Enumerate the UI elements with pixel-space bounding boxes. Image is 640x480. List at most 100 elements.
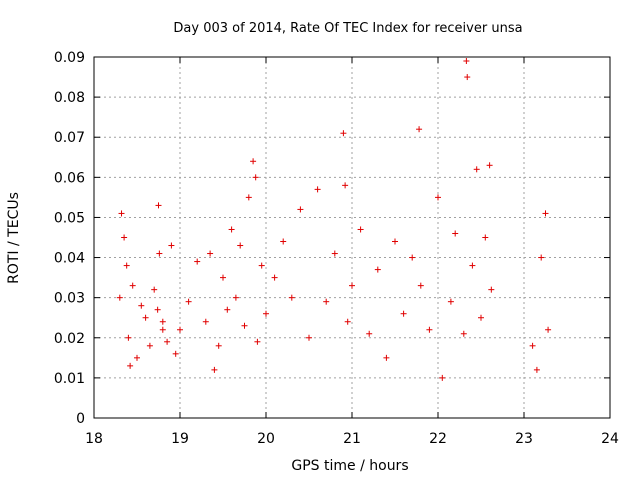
data-point bbox=[392, 238, 398, 245]
data-point bbox=[263, 310, 269, 317]
data-point bbox=[383, 354, 390, 361]
data-point bbox=[232, 294, 239, 301]
data-point bbox=[151, 286, 158, 293]
data-point bbox=[254, 338, 261, 345]
data-point bbox=[439, 374, 446, 381]
data-point bbox=[215, 342, 222, 349]
data-point bbox=[342, 182, 349, 189]
x-tick-labels: 18 19 20 21 22 23 24 bbox=[85, 431, 619, 447]
data-point bbox=[250, 158, 257, 165]
x-tick-label: 21 bbox=[343, 431, 361, 447]
data-point bbox=[533, 366, 540, 373]
data-point bbox=[545, 326, 552, 333]
data-point bbox=[486, 162, 493, 169]
data-point bbox=[400, 310, 407, 317]
data-point bbox=[168, 242, 175, 249]
y-tick-label: 0.02 bbox=[54, 331, 85, 347]
y-tick-label: 0.01 bbox=[54, 371, 85, 387]
data-point bbox=[127, 362, 134, 369]
data-point bbox=[538, 254, 545, 261]
data-point bbox=[482, 234, 489, 241]
data-point bbox=[202, 318, 209, 325]
data-point bbox=[464, 74, 471, 81]
data-point bbox=[211, 366, 218, 373]
y-tick-labels: 0 0.01 0.02 0.03 0.04 0.05 0.06 0.07 0.08 0.09 bbox=[54, 50, 85, 427]
data-point bbox=[280, 238, 287, 245]
data-point bbox=[463, 58, 470, 65]
data-point bbox=[314, 186, 321, 193]
data-point bbox=[134, 354, 140, 361]
data-point bbox=[146, 342, 153, 349]
data-point bbox=[426, 326, 433, 333]
data-point bbox=[220, 274, 226, 281]
chart-title: Day 003 of 2014, Rate Of TEC Index for r… bbox=[173, 21, 522, 36]
data-point bbox=[529, 342, 536, 349]
data-point bbox=[252, 174, 259, 181]
data-point bbox=[340, 130, 347, 137]
data-point bbox=[159, 318, 166, 325]
y-tick-label: 0.03 bbox=[54, 291, 85, 307]
data-point bbox=[469, 262, 476, 269]
data-point bbox=[224, 306, 231, 313]
data-point bbox=[185, 298, 192, 305]
data-point bbox=[138, 302, 145, 309]
y-tick-label: 0.07 bbox=[54, 130, 85, 146]
data-point bbox=[125, 334, 132, 341]
data-point bbox=[488, 286, 495, 293]
data-point bbox=[159, 326, 166, 333]
data-point bbox=[241, 322, 248, 329]
data-point bbox=[123, 262, 130, 269]
data-point bbox=[297, 206, 304, 213]
x-tick-label: 18 bbox=[85, 431, 103, 447]
data-point bbox=[409, 254, 416, 261]
data-point bbox=[417, 282, 424, 289]
data-point bbox=[164, 338, 171, 345]
data-point bbox=[207, 250, 214, 257]
x-tick-label: 22 bbox=[429, 431, 447, 447]
data-point bbox=[245, 194, 252, 201]
data-point bbox=[129, 282, 136, 289]
data-point bbox=[306, 334, 312, 341]
data-point bbox=[416, 126, 423, 133]
x-axis-label: GPS time / hours bbox=[291, 458, 408, 474]
data-point bbox=[323, 298, 330, 305]
x-tick-label: 19 bbox=[171, 431, 189, 447]
x-tick-label: 20 bbox=[257, 431, 275, 447]
y-tick-label: 0.05 bbox=[54, 210, 85, 226]
data-point bbox=[271, 274, 278, 281]
data-point bbox=[435, 194, 441, 201]
data-point bbox=[228, 226, 235, 233]
y-tick-label: 0.08 bbox=[54, 90, 85, 106]
x-tick-label: 24 bbox=[601, 431, 619, 447]
data-point bbox=[258, 262, 265, 269]
data-point bbox=[142, 314, 149, 321]
data-point bbox=[177, 326, 183, 333]
data-point bbox=[478, 314, 484, 321]
data-point bbox=[331, 250, 338, 257]
data-point bbox=[447, 298, 454, 305]
data-point bbox=[172, 350, 179, 357]
data-point bbox=[366, 330, 373, 337]
y-tick-label: 0.04 bbox=[54, 251, 85, 267]
data-point bbox=[154, 306, 161, 313]
data-point bbox=[374, 266, 381, 273]
data-point bbox=[349, 282, 355, 289]
y-tick-label: 0.06 bbox=[54, 170, 85, 186]
data-point bbox=[542, 210, 549, 217]
data-point bbox=[357, 226, 364, 233]
data-point bbox=[460, 330, 467, 337]
y-tick-label: 0.09 bbox=[54, 50, 85, 66]
data-point bbox=[118, 210, 125, 217]
data-point bbox=[156, 250, 163, 257]
y-tick-label: 0 bbox=[76, 411, 85, 427]
data-point bbox=[344, 318, 351, 325]
data-point bbox=[473, 166, 480, 173]
data-point bbox=[155, 202, 162, 209]
data-point bbox=[116, 294, 123, 301]
data-point bbox=[237, 242, 244, 249]
y-axis-label: ROTI / TECUs bbox=[6, 192, 22, 284]
axis-ticks bbox=[93, 56, 611, 419]
grid-lines bbox=[94, 57, 610, 418]
data-point bbox=[288, 294, 295, 301]
